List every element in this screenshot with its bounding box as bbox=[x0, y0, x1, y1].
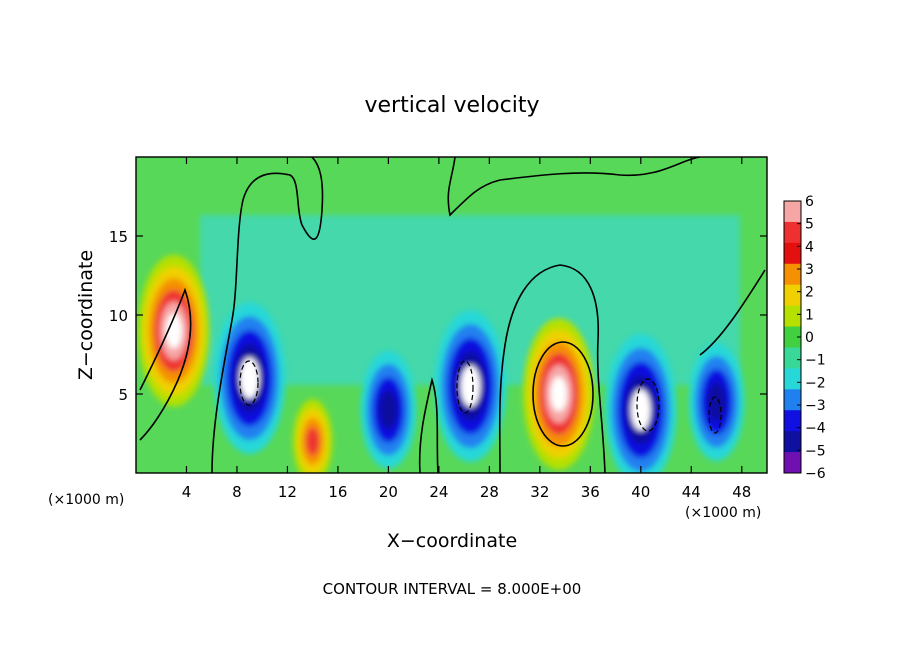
x-tick-label: 28 bbox=[480, 483, 499, 501]
updraft-cell bbox=[138, 254, 210, 407]
plot-area bbox=[136, 157, 767, 473]
colorbar-swatch bbox=[784, 305, 801, 328]
cell-ring bbox=[707, 382, 726, 422]
colorbar-label: 6 bbox=[805, 194, 814, 210]
colorbar-swatch bbox=[784, 221, 801, 244]
colorbar-label: −1 bbox=[805, 353, 826, 369]
x-tick-label: 48 bbox=[732, 483, 751, 501]
downdraft-cell bbox=[360, 350, 417, 469]
colorbar-swatch bbox=[784, 452, 801, 474]
y-tick-label: 10 bbox=[109, 307, 128, 325]
colorbar: 6 5 4 3 2 1 0 −1 −2 −3 −4 −5 −6 bbox=[783, 194, 826, 482]
colorbar-label: −6 bbox=[805, 466, 826, 482]
x-axis-ticks: 4 8 12 16 20 24 28 32 36 40 44 48 bbox=[182, 157, 751, 501]
updraft-cell bbox=[523, 318, 595, 470]
cell-ring bbox=[379, 390, 398, 430]
colorbar-swatch bbox=[784, 201, 801, 223]
y-tick-label: 5 bbox=[118, 386, 128, 404]
cell-ring bbox=[239, 357, 260, 399]
x-tick-label: 16 bbox=[328, 483, 347, 501]
downdraft-cell bbox=[688, 342, 745, 461]
colorbar-swatch bbox=[784, 263, 801, 286]
colorbar-swatch bbox=[784, 347, 801, 369]
colorbar-swatch bbox=[784, 242, 801, 265]
cell-ring bbox=[550, 376, 568, 412]
chart-title: vertical velocity bbox=[364, 93, 539, 118]
colorbar-swatch bbox=[784, 431, 801, 453]
x-unit-right: (×1000 m) bbox=[685, 505, 761, 521]
colorbar-swatch bbox=[784, 368, 801, 390]
downdraft-cell bbox=[213, 302, 286, 455]
downdraft-cell bbox=[605, 333, 677, 473]
x-tick-label: 32 bbox=[530, 483, 549, 501]
updraft-cell bbox=[292, 399, 333, 473]
colorbar-label: 3 bbox=[805, 262, 814, 278]
colorbar-swatch bbox=[784, 326, 801, 348]
downdraft-cell bbox=[434, 310, 507, 462]
x-tick-label: 24 bbox=[429, 483, 448, 501]
colorbar-label: 4 bbox=[805, 239, 814, 255]
colorbar-label: 1 bbox=[805, 307, 814, 323]
colorbar-swatch bbox=[784, 284, 801, 307]
y-axis-label: Z−coordinate bbox=[75, 250, 97, 380]
cell-ring bbox=[306, 427, 320, 456]
contour-lines bbox=[139, 157, 766, 473]
negative-contours bbox=[239, 360, 722, 434]
colorbar-label: −3 bbox=[805, 398, 826, 414]
colorbar-label: −4 bbox=[805, 421, 826, 437]
contour-interval-note: CONTOUR INTERVAL = 8.000E+00 bbox=[323, 580, 582, 598]
x-tick-label: 20 bbox=[379, 483, 398, 501]
colorbar-swatch bbox=[784, 410, 801, 432]
colorbar-label: −2 bbox=[805, 375, 826, 391]
colorbar-label: −5 bbox=[805, 443, 826, 459]
x-tick-label: 44 bbox=[682, 483, 701, 501]
colorbar-swatch bbox=[784, 389, 801, 411]
x-tick-label: 12 bbox=[278, 483, 297, 501]
cell-ring bbox=[165, 313, 183, 349]
cell-ring bbox=[631, 389, 651, 431]
colorbar-label: 5 bbox=[805, 217, 814, 233]
x-tick-label: 8 bbox=[232, 483, 242, 501]
x-unit-left: (×1000 m) bbox=[48, 492, 124, 508]
colorbar-label: 2 bbox=[805, 285, 814, 301]
x-tick-label: 36 bbox=[581, 483, 600, 501]
y-axis-ticks: 5 10 15 bbox=[109, 228, 767, 404]
cell-ring bbox=[460, 365, 481, 407]
colorbar-label: 0 bbox=[805, 330, 814, 346]
x-tick-label: 40 bbox=[631, 483, 650, 501]
x-tick-label: 4 bbox=[182, 483, 192, 501]
y-tick-label: 15 bbox=[109, 228, 128, 246]
x-axis-label: X−coordinate bbox=[387, 530, 517, 552]
